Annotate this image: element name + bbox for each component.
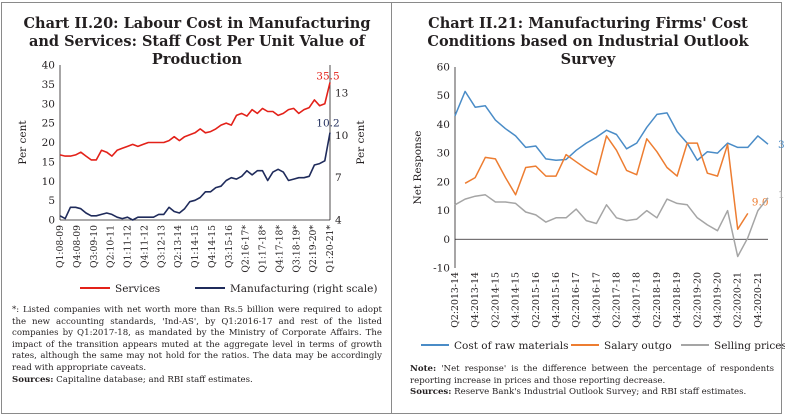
legend-label: Cost of raw materials <box>454 340 569 352</box>
x-tick-label: Q4:11-12 <box>139 225 150 268</box>
left-sources-text: Capitaline database; and RBI staff estim… <box>56 374 253 385</box>
legend-label: Salary outgo <box>604 340 672 352</box>
selling-prices-line <box>454 194 769 258</box>
x-tick-label: Q1:17-18* <box>258 225 269 273</box>
left-footnote-text: *: Listed companies with net worth more … <box>12 305 382 373</box>
y-tick-label: 0 <box>48 215 55 227</box>
x-tick-label: Q2:2016-17 <box>571 272 582 328</box>
x-tick-label: Q1:14-15 <box>190 225 201 268</box>
x-tick-label: Q2:13-14 <box>173 225 184 268</box>
left-footnote: *: Listed companies with net worth more … <box>12 305 382 386</box>
y-axis-title: Per cent <box>17 120 29 165</box>
right-note-text: 'Net response' is the difference between… <box>410 364 774 386</box>
y-tick-label: 20 <box>437 176 450 188</box>
x-tick-label: Q2:2017-18 <box>612 272 623 328</box>
y-tick-label: 30 <box>42 98 55 110</box>
y-tick-label: 5 <box>48 195 55 207</box>
x-tick-label: Q2:2014-15 <box>490 272 501 328</box>
y-tick-label: 40 <box>42 60 55 72</box>
x-tick-label: Q2:2020-21 <box>733 272 744 328</box>
y-tick-label: 10 <box>42 176 55 188</box>
x-tick-label: Q4:2013-14 <box>470 272 481 328</box>
x-tick-label: Q4:14-15 <box>207 225 218 268</box>
right-sources-text: Reserve Bank's Industrial Outlook Survey… <box>454 387 747 398</box>
x-tick-label: Q1:20-21* <box>325 225 336 273</box>
y-tick-label: 0 <box>443 234 450 246</box>
x-tick-label: Q1:08-09 <box>55 225 66 268</box>
legend-label: Selling prices <box>714 340 785 352</box>
manufacturing-line <box>59 132 331 221</box>
x-tick-label: Q3:18-19* <box>291 225 302 273</box>
y-tick-label: -10 <box>433 263 450 275</box>
y2-axis-title: Per cent <box>355 120 367 165</box>
x-tick-label: Q3:15-16 <box>224 225 235 268</box>
left-chart-title: Chart II.20: Labour Cost in Manufacturin… <box>23 15 371 68</box>
x-tick-label: Q1:11-12 <box>123 225 134 268</box>
x-tick-label: Q4:2018-19 <box>672 272 683 328</box>
legend-label: Services <box>115 283 160 295</box>
x-tick-label: Q4:2020-21 <box>753 272 764 328</box>
y2-tick-label: 13 <box>335 88 348 100</box>
right-chart-title: Chart II.21: Manufacturing Firms' Cost C… <box>427 15 749 68</box>
x-tick-label: Q4:2014-15 <box>511 272 522 328</box>
right-note: Note: 'Net response' is the difference b… <box>410 364 774 399</box>
salary-outgo-end-label: 9.0 <box>752 196 769 208</box>
y-tick-label: 30 <box>437 148 450 160</box>
y-axis-title: Net Response <box>412 131 424 205</box>
raw-materials-line <box>454 90 769 162</box>
y-tick-label: 50 <box>437 90 450 102</box>
y-tick-label: 10 <box>437 205 450 217</box>
x-tick-label: Q2:2013-14 <box>450 272 461 328</box>
left-chart: 0 5 10 15 20 25 30 35 40 4 7 10 13 Per cent Per cent Q1… <box>17 60 377 296</box>
raw-materials-end-label: 33.1 <box>778 139 785 151</box>
y-tick-label: 40 <box>437 119 450 131</box>
x-tick-label: Q3:09-10 <box>89 225 100 268</box>
y-tick-label: 15 <box>42 156 55 168</box>
x-tick-label: Q3:12-13 <box>156 225 167 268</box>
services-line <box>59 82 331 161</box>
x-tick-label: Q4:2019-20 <box>713 272 724 328</box>
manufacturing-end-label: 10.2 <box>316 118 339 130</box>
x-tick-label: Q2:2018-19 <box>652 272 663 328</box>
y-tick-label: 60 <box>437 62 450 74</box>
y-tick-label: 25 <box>42 118 55 130</box>
y2-tick-label: 4 <box>335 215 342 227</box>
y-tick-label: 35 <box>42 79 55 91</box>
right-note-label: Note: <box>410 364 437 374</box>
x-tick-label: Q4:2015-16 <box>551 272 562 328</box>
right-chart: -10 0 10 20 30 40 50 60 Net Response Q2:2013-14 Q4… <box>412 62 785 353</box>
x-tick-label: Q2:2015-16 <box>531 272 542 328</box>
x-tick-label: Q2:19-20* <box>308 225 319 273</box>
x-tick-label: Q4:17-18* <box>274 225 285 273</box>
legend-label: Manufacturing (right scale) <box>230 283 377 295</box>
selling-prices-end-label: 14.4 <box>778 189 785 201</box>
x-tick-label: Q2:16-17* <box>241 225 252 273</box>
y2-tick-label: 10 <box>335 130 348 142</box>
y-tick-label: 20 <box>42 137 55 149</box>
left-sources-label: Sources: <box>12 374 54 385</box>
y2-tick-label: 7 <box>335 172 342 184</box>
right-sources-label: Sources: <box>410 387 452 398</box>
x-tick-label: Q4:2016-17 <box>591 272 602 328</box>
salary-outgo-line <box>464 135 749 230</box>
services-end-label: 35.5 <box>316 70 339 82</box>
x-tick-label: Q4:2017-18 <box>632 272 643 328</box>
panel-divider <box>391 2 392 414</box>
x-tick-label: Q2:10-11 <box>106 225 117 268</box>
x-tick-label: Q4:08-09 <box>72 225 83 268</box>
x-tick-label: Q2:2019-20 <box>692 272 703 328</box>
